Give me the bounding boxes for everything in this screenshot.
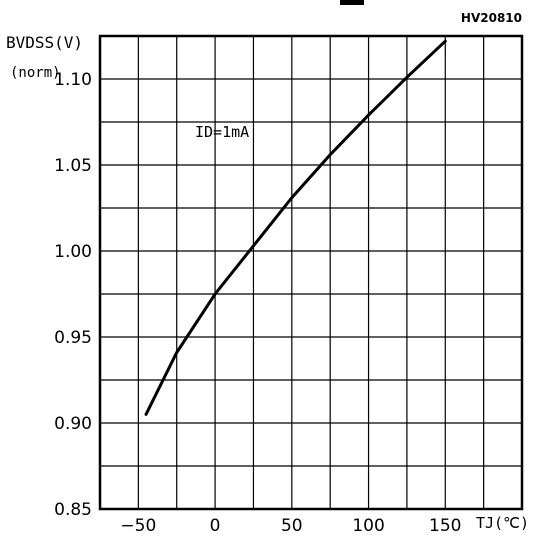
y-tick-label: 1.00 — [54, 242, 92, 262]
grid-lines — [100, 36, 522, 509]
y-tick-label: 1.05 — [54, 156, 92, 176]
x-tick-label: 100 — [352, 516, 384, 536]
y-tick-label: 0.90 — [54, 414, 92, 434]
x-tick-label: −50 — [120, 516, 156, 536]
y-tick-label: 0.85 — [54, 500, 92, 520]
x-tick-label: 150 — [429, 516, 461, 536]
y-tick-label: 0.95 — [54, 328, 92, 348]
part-code: HV20810 — [461, 11, 522, 25]
y-tick-labels: 0.85 0.90 0.95 1.00 1.05 1.10 — [54, 70, 92, 520]
x-tick-label: 50 — [281, 516, 303, 536]
x-tick-labels: −50 0 50 100 150 — [120, 516, 461, 536]
test-condition-annotation: ID=1mA — [195, 123, 249, 141]
y-axis-label-norm: (norm) — [10, 65, 61, 81]
cropped-title-fragment — [340, 0, 364, 5]
x-axis-label: TJ(℃) — [476, 514, 529, 532]
x-tick-label: 0 — [210, 516, 221, 536]
plot-frame — [98, 34, 524, 511]
y-axis-label-main: BVDSS(V) — [6, 33, 83, 52]
y-tick-label: 1.10 — [54, 70, 92, 90]
bvdss-curve — [144, 39, 447, 416]
